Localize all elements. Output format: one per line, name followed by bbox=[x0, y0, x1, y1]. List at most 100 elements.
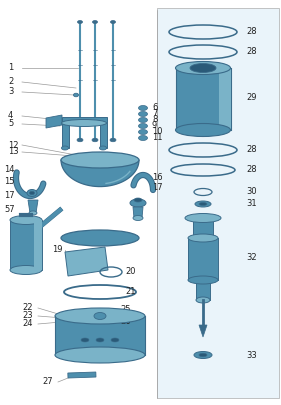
Text: 12: 12 bbox=[8, 141, 19, 149]
Polygon shape bbox=[133, 207, 143, 218]
Ellipse shape bbox=[77, 138, 83, 142]
Bar bbox=[188, 238, 218, 280]
Text: 17: 17 bbox=[4, 190, 15, 200]
Ellipse shape bbox=[110, 21, 115, 23]
Bar bbox=[68, 372, 96, 378]
Bar bbox=[157, 8, 279, 398]
Polygon shape bbox=[28, 200, 38, 213]
Ellipse shape bbox=[110, 138, 116, 142]
Ellipse shape bbox=[194, 352, 212, 358]
Text: 27: 27 bbox=[42, 377, 53, 386]
Polygon shape bbox=[219, 68, 230, 130]
Text: 28: 28 bbox=[246, 166, 257, 175]
Text: 20: 20 bbox=[125, 267, 135, 277]
Ellipse shape bbox=[139, 124, 148, 128]
Text: 25: 25 bbox=[120, 305, 130, 315]
Ellipse shape bbox=[139, 136, 148, 141]
Text: 10: 10 bbox=[152, 128, 162, 136]
Ellipse shape bbox=[62, 119, 106, 126]
Bar bbox=[55, 316, 145, 355]
Text: 24: 24 bbox=[22, 320, 33, 328]
Ellipse shape bbox=[61, 230, 139, 246]
Ellipse shape bbox=[96, 338, 104, 342]
Ellipse shape bbox=[195, 201, 211, 207]
Bar bbox=[62, 123, 69, 148]
Ellipse shape bbox=[61, 152, 139, 168]
Ellipse shape bbox=[188, 276, 218, 284]
Text: 28: 28 bbox=[246, 47, 257, 55]
Ellipse shape bbox=[10, 215, 42, 224]
Text: 33: 33 bbox=[246, 350, 257, 360]
Ellipse shape bbox=[10, 266, 42, 275]
Ellipse shape bbox=[78, 21, 83, 23]
Text: 7: 7 bbox=[152, 109, 157, 119]
Ellipse shape bbox=[55, 347, 145, 363]
Text: 11: 11 bbox=[152, 134, 162, 143]
Text: 2: 2 bbox=[8, 77, 13, 87]
Ellipse shape bbox=[188, 234, 218, 242]
Ellipse shape bbox=[92, 138, 98, 142]
Bar bbox=[193, 222, 213, 238]
Ellipse shape bbox=[176, 124, 230, 136]
Polygon shape bbox=[46, 115, 62, 128]
Polygon shape bbox=[61, 160, 139, 187]
Text: 29: 29 bbox=[246, 94, 257, 102]
Ellipse shape bbox=[139, 117, 148, 122]
Ellipse shape bbox=[139, 111, 148, 117]
Text: 15: 15 bbox=[4, 177, 15, 186]
Ellipse shape bbox=[139, 130, 148, 134]
Text: 57: 57 bbox=[4, 205, 15, 215]
Bar bbox=[34, 220, 42, 270]
Ellipse shape bbox=[134, 198, 142, 202]
Text: 14: 14 bbox=[4, 166, 15, 175]
Polygon shape bbox=[199, 325, 207, 337]
Text: 9: 9 bbox=[152, 122, 157, 130]
Bar bbox=[176, 68, 230, 130]
Text: 1: 1 bbox=[8, 64, 13, 72]
Ellipse shape bbox=[130, 199, 146, 207]
Text: 21: 21 bbox=[125, 288, 135, 296]
Text: 26: 26 bbox=[120, 318, 131, 326]
Ellipse shape bbox=[133, 215, 143, 220]
Ellipse shape bbox=[185, 213, 221, 222]
Ellipse shape bbox=[62, 146, 69, 150]
Ellipse shape bbox=[92, 21, 98, 23]
Text: 17: 17 bbox=[152, 183, 163, 192]
Ellipse shape bbox=[196, 297, 210, 303]
Ellipse shape bbox=[30, 191, 35, 195]
Ellipse shape bbox=[74, 93, 78, 97]
Bar bbox=[196, 280, 210, 300]
Text: 8: 8 bbox=[152, 115, 157, 124]
Ellipse shape bbox=[27, 190, 37, 196]
Text: 16: 16 bbox=[152, 173, 163, 183]
Text: 31: 31 bbox=[246, 198, 257, 207]
Bar bbox=[100, 123, 107, 148]
Bar bbox=[62, 117, 107, 123]
Ellipse shape bbox=[199, 202, 207, 205]
Ellipse shape bbox=[176, 62, 230, 75]
Text: 22: 22 bbox=[22, 303, 33, 313]
Text: 3: 3 bbox=[8, 87, 13, 96]
Text: 23: 23 bbox=[22, 311, 33, 320]
Text: 28: 28 bbox=[246, 145, 257, 154]
Text: 30: 30 bbox=[246, 186, 257, 196]
Polygon shape bbox=[65, 247, 108, 276]
Ellipse shape bbox=[94, 313, 106, 320]
Ellipse shape bbox=[55, 308, 145, 324]
Ellipse shape bbox=[139, 105, 148, 111]
Ellipse shape bbox=[190, 64, 216, 72]
Text: 28: 28 bbox=[246, 28, 257, 36]
Bar bbox=[10, 220, 42, 270]
Text: 13: 13 bbox=[8, 147, 19, 156]
Ellipse shape bbox=[99, 146, 106, 150]
Text: 19: 19 bbox=[52, 245, 62, 254]
Text: 18: 18 bbox=[105, 234, 115, 243]
Text: 6: 6 bbox=[152, 104, 157, 113]
Text: 32: 32 bbox=[246, 254, 257, 262]
Ellipse shape bbox=[81, 338, 89, 342]
Ellipse shape bbox=[29, 211, 37, 215]
Text: 4: 4 bbox=[8, 111, 13, 121]
Ellipse shape bbox=[111, 338, 119, 342]
Ellipse shape bbox=[199, 353, 207, 357]
Text: 5: 5 bbox=[8, 119, 13, 128]
